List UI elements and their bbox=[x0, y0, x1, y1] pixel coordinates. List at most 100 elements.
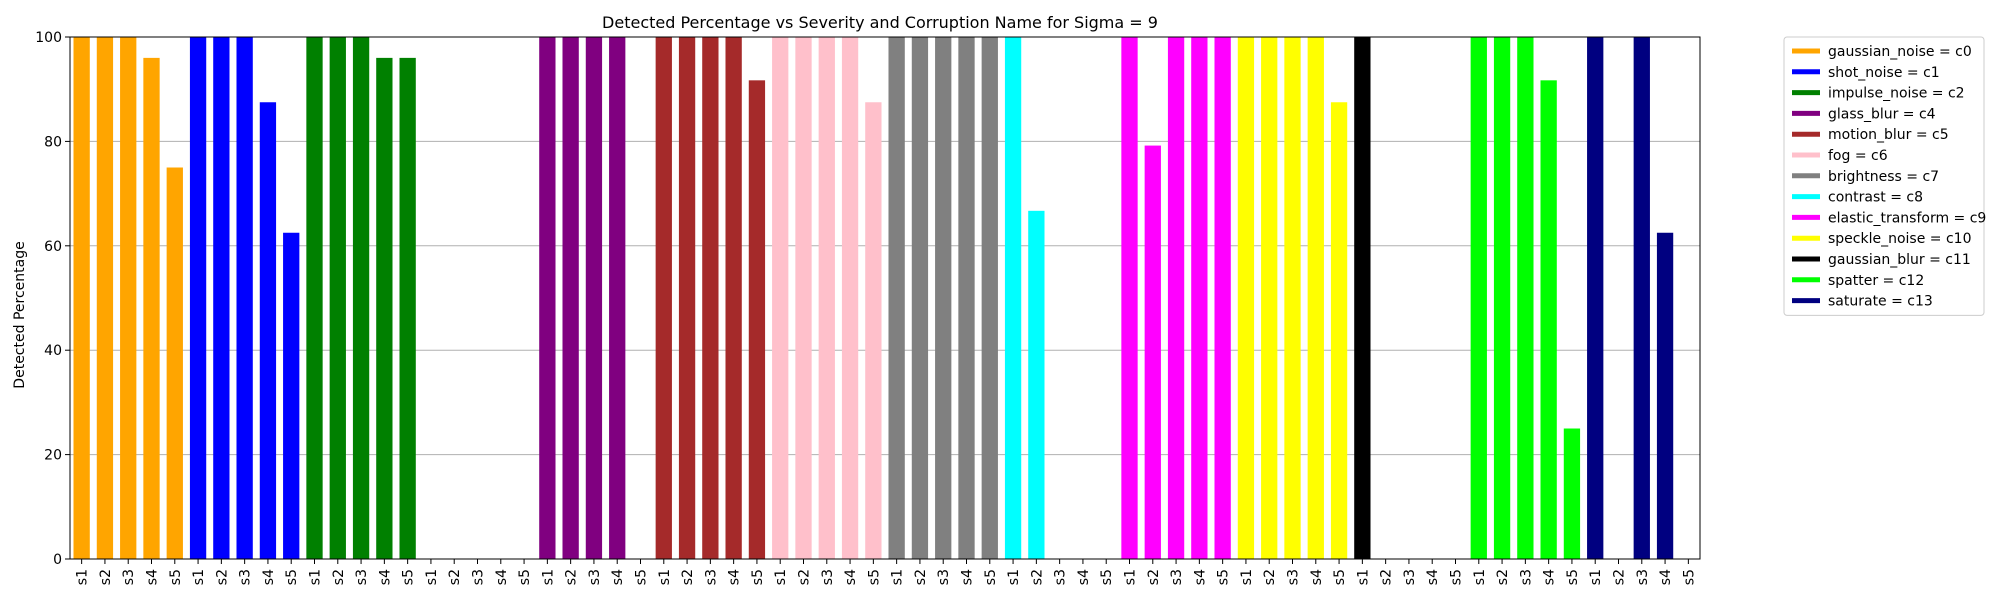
x-tick-label: s5 bbox=[866, 569, 882, 585]
x-tick-label: s3 bbox=[354, 569, 370, 585]
bar bbox=[1656, 232, 1674, 559]
bar bbox=[539, 37, 556, 559]
x-tick-label: s4 bbox=[960, 569, 976, 585]
x-tick-label: s2 bbox=[680, 569, 696, 585]
x-tick-label: s3 bbox=[820, 569, 836, 585]
x-tick-label: s4 bbox=[1076, 569, 1092, 585]
bar bbox=[1191, 37, 1208, 559]
bar bbox=[795, 37, 812, 559]
bar bbox=[1470, 37, 1487, 559]
x-tick-label: s1 bbox=[75, 569, 91, 585]
x-tick-label: s5 bbox=[1449, 569, 1465, 585]
bar bbox=[1261, 37, 1278, 559]
legend-label: contrast = c8 bbox=[1828, 190, 1923, 206]
x-tick-label: s5 bbox=[750, 569, 766, 585]
bar bbox=[818, 37, 835, 559]
x-tick-label: s4 bbox=[843, 569, 859, 585]
bar bbox=[748, 80, 766, 560]
bar bbox=[120, 37, 137, 559]
x-tick-label: s4 bbox=[1425, 569, 1441, 585]
x-tick-label: s3 bbox=[1169, 569, 1185, 585]
x-tick-label: s3 bbox=[1053, 569, 1069, 585]
bar bbox=[1517, 37, 1534, 559]
x-tick-label: s5 bbox=[1565, 569, 1581, 585]
chart-title: Detected Percentage vs Severity and Corr… bbox=[602, 13, 1158, 32]
x-tick-label: s1 bbox=[1239, 569, 1255, 585]
bar bbox=[1167, 37, 1185, 559]
x-tick-label: s2 bbox=[214, 569, 230, 585]
bar bbox=[283, 232, 300, 559]
x-tick-label: s1 bbox=[773, 569, 789, 585]
legend-label: glass_blur = c4 bbox=[1828, 106, 1936, 122]
x-tick-label: s5 bbox=[284, 569, 300, 585]
x-tick-label: s3 bbox=[1635, 569, 1651, 585]
x-tick-label: s5 bbox=[168, 569, 184, 585]
y-tick-label: 20 bbox=[44, 448, 62, 464]
x-tick-label: s4 bbox=[494, 569, 510, 585]
x-tick-label: s2 bbox=[1029, 569, 1045, 585]
bar bbox=[1540, 80, 1557, 560]
x-tick-label: s2 bbox=[1612, 569, 1628, 585]
bar bbox=[585, 37, 603, 559]
bar bbox=[1144, 145, 1161, 560]
y-tick-label: 100 bbox=[35, 30, 62, 46]
x-tick-label: s4 bbox=[727, 569, 743, 585]
legend-label: motion_blur = c5 bbox=[1828, 127, 1949, 143]
bar bbox=[1284, 37, 1301, 559]
x-tick-label: s3 bbox=[936, 569, 952, 585]
y-axis-label: Detected Percentage bbox=[12, 241, 28, 388]
x-tick-label: s5 bbox=[517, 569, 533, 585]
plot-frame bbox=[69, 36, 1701, 560]
legend-label: elastic_transform = c9 bbox=[1828, 210, 1986, 226]
bar bbox=[911, 37, 929, 559]
x-tick-label: s5 bbox=[634, 569, 650, 585]
bar bbox=[981, 37, 998, 559]
bar bbox=[725, 37, 742, 559]
legend-label: spatter = c12 bbox=[1828, 273, 1924, 289]
bar bbox=[865, 102, 882, 559]
x-tick-label: s3 bbox=[121, 569, 137, 585]
bar bbox=[609, 37, 626, 559]
bar bbox=[1214, 37, 1231, 559]
x-tick-label: s1 bbox=[540, 569, 556, 585]
bar bbox=[772, 37, 789, 559]
bar bbox=[958, 37, 975, 559]
legend-label: fog = c6 bbox=[1828, 148, 1888, 164]
x-tick-label: s3 bbox=[238, 569, 254, 585]
y-tick-label: 0 bbox=[53, 552, 62, 568]
y-tick-label: 40 bbox=[44, 343, 62, 359]
x-tick-label: s2 bbox=[331, 569, 347, 585]
x-tick-label: s5 bbox=[983, 569, 999, 585]
x-tick-label: s1 bbox=[1355, 569, 1371, 585]
x-tick-label: s1 bbox=[424, 569, 440, 585]
x-tick-label: s2 bbox=[447, 569, 463, 585]
bar bbox=[1307, 37, 1324, 559]
bar bbox=[678, 37, 696, 559]
x-tick-label: s4 bbox=[1309, 569, 1325, 585]
bar bbox=[236, 37, 253, 559]
x-axis: s1 s2 s3 s4 s5 s1 s2 s3 s4 s5 s1 s2 s3 s4 s5 s1 s2 s3 s4 s5… bbox=[75, 559, 1697, 585]
legend-box bbox=[1783, 36, 1985, 316]
legend: gaussian_noise = c0 shot_noise = c1 impuls… bbox=[1783, 36, 1986, 316]
x-tick-label: s1 bbox=[657, 569, 673, 585]
bar bbox=[143, 57, 160, 559]
bar bbox=[399, 57, 416, 559]
bar bbox=[96, 37, 114, 559]
x-tick-label: s2 bbox=[1262, 569, 1278, 585]
y-tick-label: 80 bbox=[44, 134, 62, 150]
x-tick-label: s5 bbox=[1216, 569, 1232, 585]
legend-label: brightness = c7 bbox=[1828, 169, 1939, 185]
x-tick-label: s1 bbox=[1123, 569, 1139, 585]
legend-label: impulse_noise = c2 bbox=[1828, 86, 1965, 102]
x-tick-label: s3 bbox=[587, 569, 603, 585]
x-tick-label: s2 bbox=[98, 569, 114, 585]
bar bbox=[888, 37, 905, 559]
bar bbox=[841, 37, 859, 559]
x-tick-label: s2 bbox=[1495, 569, 1511, 585]
x-tick-label: s3 bbox=[703, 569, 719, 585]
x-tick-label: s3 bbox=[1402, 569, 1418, 585]
x-tick-label: s4 bbox=[377, 569, 393, 585]
bar bbox=[1121, 37, 1138, 559]
bar bbox=[189, 37, 207, 559]
x-tick-label: s4 bbox=[1658, 569, 1674, 585]
